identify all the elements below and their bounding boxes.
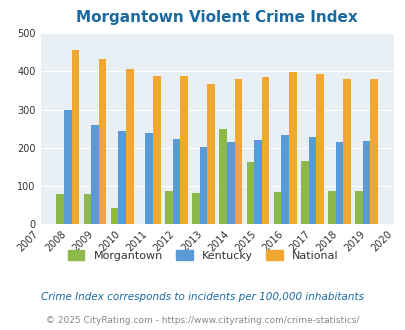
Bar xyxy=(145,133,153,224)
Bar xyxy=(343,79,350,224)
Text: Crime Index corresponds to incidents per 100,000 inhabitants: Crime Index corresponds to incidents per… xyxy=(41,292,364,302)
Bar xyxy=(369,79,377,224)
Bar xyxy=(192,193,199,224)
Bar xyxy=(111,208,118,224)
Bar xyxy=(315,74,323,224)
Bar xyxy=(71,50,79,224)
Bar xyxy=(327,191,335,224)
Bar xyxy=(153,76,160,224)
Bar xyxy=(180,76,188,224)
Bar xyxy=(234,79,242,224)
Bar xyxy=(335,142,343,224)
Bar xyxy=(288,72,296,224)
Bar xyxy=(300,161,308,224)
Bar xyxy=(219,129,226,224)
Bar xyxy=(354,191,362,224)
Bar xyxy=(56,194,64,224)
Bar xyxy=(226,143,234,224)
Bar xyxy=(246,162,254,224)
Bar xyxy=(91,125,98,224)
Bar xyxy=(126,69,133,224)
Bar xyxy=(281,135,288,224)
Legend: Morgantown, Kentucky, National: Morgantown, Kentucky, National xyxy=(63,246,342,265)
Bar xyxy=(165,191,172,224)
Bar xyxy=(308,137,315,224)
Title: Morgantown Violent Crime Index: Morgantown Violent Crime Index xyxy=(76,10,357,25)
Bar xyxy=(273,192,281,224)
Text: © 2025 CityRating.com - https://www.cityrating.com/crime-statistics/: © 2025 CityRating.com - https://www.city… xyxy=(46,315,359,325)
Bar xyxy=(83,194,91,224)
Bar xyxy=(362,141,369,224)
Bar xyxy=(199,147,207,224)
Bar xyxy=(172,139,180,224)
Bar xyxy=(64,110,71,224)
Bar xyxy=(254,140,261,224)
Bar xyxy=(261,78,269,224)
Bar xyxy=(118,131,126,224)
Bar xyxy=(207,83,215,224)
Bar xyxy=(98,59,106,224)
